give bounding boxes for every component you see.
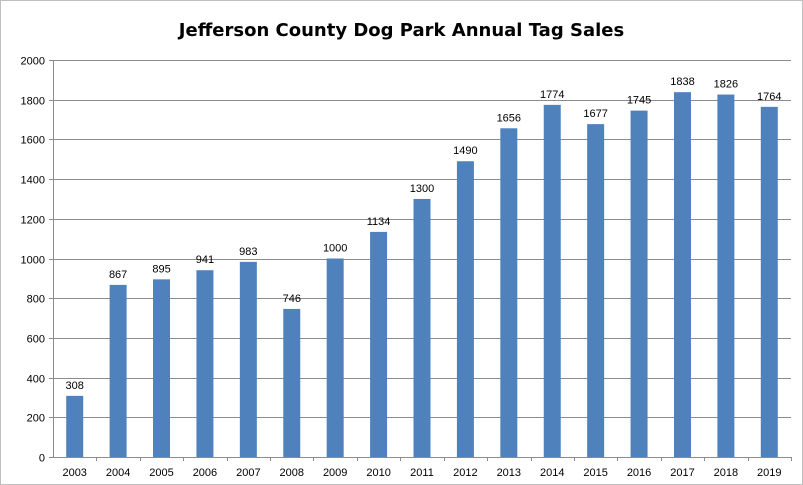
y-tick-label: 0: [39, 453, 45, 465]
x-tick-label: 2018: [714, 467, 738, 479]
y-tick-label: 600: [27, 334, 45, 346]
data-label: 1745: [627, 95, 651, 107]
data-label: 1490: [453, 145, 477, 157]
data-label: 746: [283, 293, 301, 305]
data-label: 983: [239, 246, 257, 258]
bar: [587, 124, 605, 458]
data-label: 1764: [757, 91, 781, 103]
x-tick-label: 2013: [497, 467, 521, 479]
bar: [196, 270, 214, 457]
bar: [456, 161, 474, 458]
x-tick-label: 2007: [236, 467, 260, 479]
y-tick-label: 1000: [21, 255, 45, 267]
bar: [673, 92, 691, 457]
y-tick-label: 1400: [21, 175, 45, 187]
x-tick-label: 2005: [149, 467, 173, 479]
data-label: 1134: [367, 216, 391, 228]
data-label: 1656: [497, 112, 521, 124]
data-label: 1826: [714, 79, 738, 91]
bar: [630, 110, 648, 458]
bar: [760, 106, 778, 457]
data-label: 867: [109, 269, 127, 281]
y-tick-label: 200: [27, 413, 45, 425]
x-tick-label: 2003: [62, 467, 86, 479]
y-tick-label: 1800: [21, 96, 45, 108]
bar: [326, 258, 344, 457]
x-tick-label: 2015: [583, 467, 607, 479]
data-label: 895: [152, 263, 170, 275]
data-label: 941: [196, 254, 214, 266]
bar: [370, 231, 388, 457]
bar: [153, 279, 171, 457]
x-tick-label: 2011: [410, 467, 434, 479]
x-tick-label: 2006: [193, 467, 217, 479]
bar: [717, 94, 735, 457]
x-tick-label: 2019: [757, 467, 781, 479]
x-tick-label: 2009: [323, 467, 347, 479]
x-tick-label: 2014: [540, 467, 564, 479]
x-tick-label: 2008: [280, 467, 304, 479]
data-label: 1677: [583, 108, 607, 120]
x-tick-label: 2017: [670, 467, 694, 479]
x-tick-label: 2010: [366, 467, 390, 479]
data-label: 1838: [670, 76, 694, 88]
x-tick-label: 2004: [106, 467, 130, 479]
y-tick-label: 400: [27, 374, 45, 386]
data-label: 1774: [540, 89, 564, 101]
bar: [283, 308, 301, 457]
data-label: 1300: [410, 183, 434, 195]
x-tick-label: 2012: [453, 467, 477, 479]
bar: [543, 104, 561, 458]
data-label: 308: [66, 380, 84, 392]
x-tick-label: 2016: [627, 467, 651, 479]
y-tick-label: 1600: [21, 135, 45, 147]
y-tick-label: 800: [27, 294, 45, 306]
bar: [239, 261, 257, 457]
chart-title: Jefferson County Dog Park Annual Tag Sal…: [178, 20, 625, 41]
data-label: 1000: [323, 243, 347, 255]
bar: [66, 395, 84, 457]
bar: [109, 284, 127, 457]
y-tick-label: 1200: [21, 215, 45, 227]
y-tick-label: 2000: [21, 56, 45, 68]
bar: [500, 128, 518, 457]
bar: [413, 198, 431, 457]
